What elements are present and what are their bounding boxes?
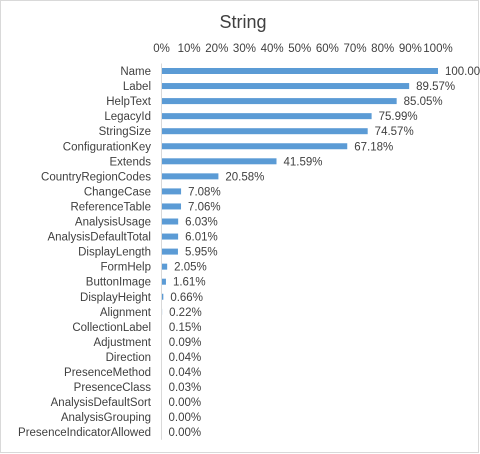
category-label: Adjustment bbox=[93, 337, 151, 349]
bar bbox=[161, 278, 166, 285]
data-label: 2.05% bbox=[174, 262, 207, 274]
category-label: CollectionLabel bbox=[72, 322, 151, 334]
data-label: 41.59% bbox=[283, 156, 322, 168]
bar bbox=[161, 203, 182, 210]
data-label: 1.61% bbox=[173, 277, 206, 289]
chart-title: String bbox=[219, 12, 266, 32]
data-label: 5.95% bbox=[185, 247, 218, 259]
data-label: 6.01% bbox=[185, 232, 218, 244]
category-label: Name bbox=[120, 66, 151, 78]
category-label: AnalysisGrouping bbox=[61, 412, 151, 424]
category-label: Label bbox=[123, 81, 151, 93]
bar bbox=[161, 188, 182, 195]
category-label: FormHelp bbox=[101, 262, 151, 274]
category-label: DisplayLength bbox=[78, 247, 151, 259]
x-tick-label: 90% bbox=[399, 43, 422, 55]
bar bbox=[161, 158, 277, 165]
data-label: 0.00% bbox=[169, 412, 202, 424]
data-label: 75.99% bbox=[379, 111, 418, 123]
category-label: Extends bbox=[109, 156, 151, 168]
x-tick-label: 60% bbox=[316, 43, 339, 55]
bar bbox=[161, 68, 438, 74]
data-label: 74.57% bbox=[375, 126, 414, 138]
data-label: 6.03% bbox=[185, 217, 218, 229]
category-label: PresenceMethod bbox=[64, 367, 151, 379]
bars bbox=[161, 68, 438, 391]
data-label: 0.66% bbox=[170, 292, 203, 304]
bar bbox=[161, 293, 164, 300]
data-label: 0.00% bbox=[169, 397, 202, 409]
bar bbox=[161, 263, 168, 270]
x-tick-label: 20% bbox=[205, 43, 228, 55]
category-label: LegacyId bbox=[104, 111, 151, 123]
x-tick-label: 100% bbox=[423, 43, 452, 55]
bar bbox=[161, 218, 179, 225]
bar bbox=[161, 143, 348, 150]
data-label: 0.04% bbox=[169, 352, 202, 364]
category-label: ConfigurationKey bbox=[63, 141, 151, 153]
x-tick-label: 0% bbox=[153, 43, 170, 55]
bar bbox=[161, 98, 397, 105]
x-tick-label: 40% bbox=[261, 43, 284, 55]
value-labels: 100.00% 89.57% 85.05% 75.99% 74.57% 67.18% 41.… bbox=[169, 66, 480, 439]
data-label: 67.18% bbox=[354, 141, 393, 153]
data-label: 0.15% bbox=[169, 322, 202, 334]
bar bbox=[161, 233, 179, 240]
data-label: 0.09% bbox=[169, 337, 202, 349]
category-labels: Name Label HelpText LegacyId StringSize Confi… bbox=[18, 66, 152, 439]
data-label: 7.08% bbox=[188, 186, 221, 198]
category-label: PresenceIndicatorAllowed bbox=[18, 427, 151, 439]
category-label: AnalysisDefaultTotal bbox=[47, 232, 151, 244]
x-tick-label: 80% bbox=[371, 43, 394, 55]
bar bbox=[161, 113, 372, 120]
data-label: 0.04% bbox=[169, 367, 202, 379]
x-tick-label: 10% bbox=[178, 43, 201, 55]
bar bbox=[161, 248, 178, 255]
category-label: StringSize bbox=[99, 126, 151, 138]
category-label: PresenceClass bbox=[74, 382, 152, 394]
category-label: ButtonImage bbox=[86, 277, 151, 289]
bar bbox=[161, 173, 219, 180]
data-label: 0.03% bbox=[169, 382, 202, 394]
category-label: ChangeCase bbox=[84, 186, 151, 198]
x-axis-ticks: 0% 10% 20% 30% 40% 50% 60% 70% 80% 90% 100% bbox=[153, 43, 453, 55]
data-label: 7.06% bbox=[188, 201, 221, 213]
category-label: CountryRegionCodes bbox=[41, 171, 151, 183]
data-label: 0.22% bbox=[169, 307, 202, 319]
category-label: Alignment bbox=[100, 307, 152, 319]
x-tick-label: 70% bbox=[344, 43, 367, 55]
bar bbox=[161, 83, 410, 90]
data-label: 0.00% bbox=[169, 427, 202, 439]
data-label: 20.58% bbox=[225, 171, 264, 183]
category-label: ReferenceTable bbox=[70, 201, 151, 213]
bar bbox=[161, 128, 368, 135]
category-label: DisplayHeight bbox=[80, 292, 152, 304]
x-tick-label: 30% bbox=[233, 43, 256, 55]
category-label: AnalysisDefaultSort bbox=[51, 397, 152, 409]
category-label: AnalysisUsage bbox=[75, 217, 151, 229]
category-label: Direction bbox=[106, 352, 151, 364]
category-label: HelpText bbox=[106, 96, 152, 108]
data-label: 85.05% bbox=[404, 96, 443, 108]
data-label: 100.00% bbox=[445, 66, 480, 78]
data-label: 89.57% bbox=[416, 81, 455, 93]
x-tick-label: 50% bbox=[288, 43, 311, 55]
